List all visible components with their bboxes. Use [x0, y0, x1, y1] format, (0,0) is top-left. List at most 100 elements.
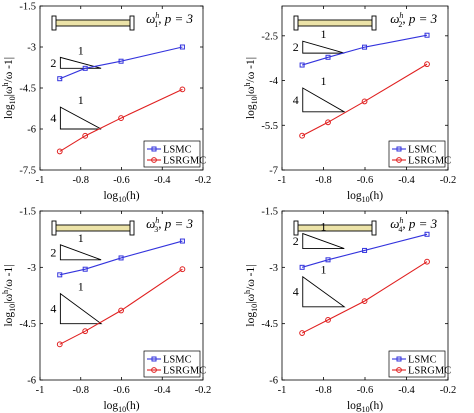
panel-title: ωh 3, p = 3: [146, 216, 193, 234]
legend-marker: [151, 146, 157, 152]
triangle-run-label: 1: [321, 74, 327, 88]
x-axis-label: log10(h): [103, 400, 139, 413]
series-line: [301, 261, 428, 334]
beam-body: [53, 19, 133, 27]
x-tick-label: -1: [278, 385, 287, 396]
series-lsrgmc: [56, 266, 186, 348]
y-axis-label: log10|ωh/ω -1|: [243, 57, 259, 119]
triangle-run-label: 1: [78, 43, 84, 57]
legend-marker: [396, 146, 402, 152]
slope-triangle-2: 14: [50, 93, 102, 130]
triangle-slope-label: 4: [50, 302, 56, 316]
beam-icon: [51, 15, 135, 31]
x-tick-label: -0.8: [315, 385, 332, 396]
data-point: [82, 266, 88, 272]
data-point: [118, 255, 124, 261]
slope-triangle-shape: [302, 40, 345, 54]
triangle-slope-label: 2: [293, 234, 299, 248]
triangle-slope-label: 2: [293, 40, 299, 54]
data-point: [299, 132, 306, 139]
slope-triangle-shape: [59, 244, 102, 261]
x-tick-label: -0.6: [357, 175, 374, 186]
y-tick-label: -6: [27, 125, 36, 136]
series-lsmc: [57, 238, 185, 278]
beam-right-support: [371, 220, 377, 236]
data-point: [424, 32, 430, 38]
series-line: [59, 88, 183, 152]
series-lsmc: [57, 44, 185, 82]
panel-title: ωh 1, p = 3: [146, 11, 193, 29]
slope-triangle-shape: [302, 232, 345, 250]
data-point: [118, 307, 124, 314]
triangle-run-label: 1: [78, 93, 84, 107]
chart-panel-1: -1 -0.8 -0.6 -0.4 -0.2 -7.5 -6 -4.5 -3 -1.5 log10(…: [1, 2, 211, 205]
data-point: [325, 257, 331, 263]
slope-triangle-shape: [59, 56, 102, 69]
beam-body: [295, 224, 375, 232]
x-tick-label: -0.2: [195, 175, 212, 186]
data-point: [299, 330, 306, 336]
beam-right-support: [129, 220, 135, 236]
series-lsmc: [299, 231, 430, 270]
series-line: [59, 268, 183, 345]
data-point: [118, 115, 124, 121]
legend-marker: [396, 356, 402, 362]
data-point: [57, 76, 63, 82]
y-tick-label: -1.5: [19, 2, 36, 13]
slope-triangle-shape: [302, 87, 346, 113]
series-lsrgmc: [299, 61, 430, 139]
beam-body: [295, 19, 375, 27]
legend-label: LSRGMC: [163, 156, 206, 167]
y-tick-label: -3: [269, 263, 278, 274]
x-tick-label: -0.8: [72, 175, 89, 186]
x-tick-label: -0.8: [315, 175, 332, 186]
x-tick-label: -0.2: [195, 385, 212, 396]
x-tick-label: -0.4: [154, 175, 171, 186]
data-point: [57, 272, 63, 278]
chart-panel-4: -1 -0.8 -0.6 -0.4 -0.2 -6 -4.5 -3 -1.5 log10(h) lo…: [243, 207, 456, 413]
data-point: [179, 266, 186, 273]
series-lsmc: [299, 32, 430, 68]
x-tick-label: -0.6: [113, 385, 130, 396]
y-tick-label: -7: [269, 166, 278, 177]
slope-triangle-shape: [59, 292, 103, 325]
x-axis-label: log10(h): [347, 190, 383, 204]
y-tick-label: -1.5: [261, 207, 278, 218]
legend-label: LSRGMC: [163, 366, 206, 377]
legend-label: LSMC: [163, 145, 192, 156]
beam-right-support: [371, 15, 377, 31]
x-tick-label: -1: [278, 175, 287, 186]
chart-panel-3: -1 -0.8 -0.6 -0.4 -0.2 -6 -4.5 -3 -1.5 log10(h) lo…: [1, 207, 211, 413]
beam-left-support: [293, 220, 299, 236]
data-point: [424, 258, 430, 265]
chart-panel-2: -1 -0.8 -0.6 -0.4 -0.2 -7 -5.5 -4 -2.5 log10(h) lo…: [243, 5, 457, 204]
y-tick-label: -2.5: [261, 31, 278, 42]
legend-label: LSRGMC: [408, 366, 451, 377]
x-tick-label: -0.4: [398, 385, 415, 396]
x-tick-label: -0.4: [154, 385, 171, 396]
x-tick-label: -0.6: [113, 175, 130, 186]
data-point: [361, 98, 368, 105]
data-point: [82, 65, 88, 71]
legend-label: LSMC: [163, 355, 192, 366]
panel-title: ωh 2, p = 3: [390, 11, 437, 29]
slope-triangle-shape: [59, 106, 102, 130]
data-point: [179, 86, 186, 93]
data-point: [325, 54, 331, 60]
slope-triangle-1: 12: [50, 43, 102, 70]
triangle-slope-label: 4: [50, 111, 56, 125]
triangle-run-label: 1: [321, 220, 327, 234]
x-tick-label: -0.2: [440, 175, 457, 186]
slope-triangle-2: 14: [50, 280, 103, 325]
y-tick-label: -7.5: [19, 166, 36, 177]
x-axis-label: log10(h): [103, 190, 139, 204]
y-tick-label: -4.5: [19, 84, 36, 95]
legend-marker: [396, 157, 402, 163]
y-tick-label: -3: [27, 263, 36, 274]
series-line: [301, 63, 428, 137]
